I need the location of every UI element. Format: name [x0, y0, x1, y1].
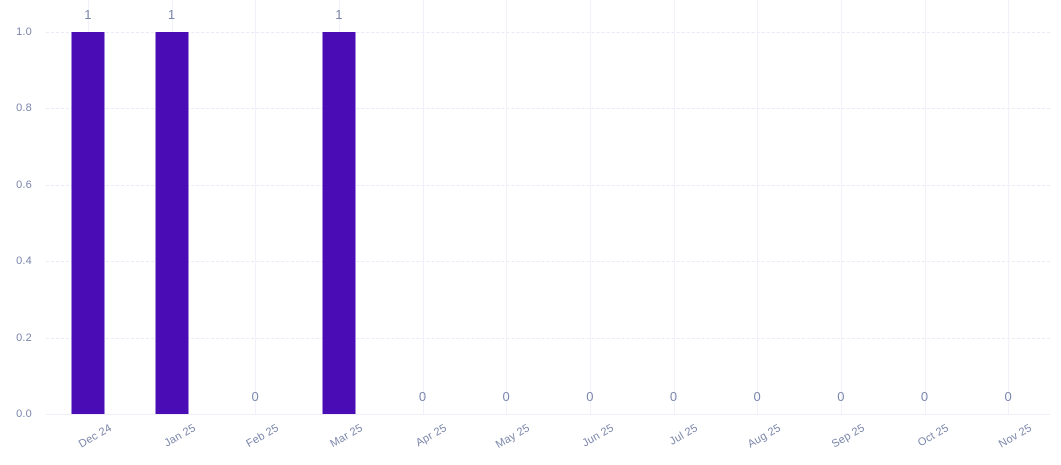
axis-baseline [46, 414, 1050, 415]
vertical-gridline [757, 0, 759, 414]
bar-value-label: 0 [1004, 389, 1012, 404]
vertical-gridline [255, 0, 257, 414]
bar-value-label: 0 [669, 389, 678, 404]
x-axis-tick-label: Jun 25 [580, 422, 616, 450]
bar-value-label: 0 [418, 389, 427, 404]
vertical-gridline [506, 0, 508, 414]
bar-value-label: 0 [837, 389, 845, 404]
bar[interactable] [71, 32, 105, 414]
bar-value-label: 0 [753, 389, 761, 404]
plot-area [46, 0, 1050, 415]
horizontal-gridline [46, 337, 1050, 339]
bar-value-label: 0 [502, 389, 510, 404]
x-axis-tick-label: Feb 25 [244, 422, 282, 451]
bar-value-label: 1 [167, 7, 176, 22]
y-axis-tick-label: 0.2 [16, 331, 32, 344]
vertical-gridline [589, 0, 591, 414]
horizontal-gridline [46, 184, 1050, 186]
x-axis-tick-label: Aug 25 [745, 422, 784, 451]
x-axis-tick-label: Mar 25 [328, 422, 365, 451]
x-axis-tick-label: Jul 25 [667, 422, 700, 448]
bar-value-label: 1 [335, 7, 343, 22]
bar-value-label: 0 [251, 389, 259, 404]
vertical-gridline [422, 0, 424, 414]
vertical-gridline [924, 0, 926, 414]
y-axis-tick-label: 0.8 [16, 102, 32, 115]
vertical-gridline [1008, 0, 1010, 414]
x-axis-tick-label: Jan 25 [161, 422, 198, 450]
x-axis-tick-label: Apr 25 [413, 422, 449, 450]
horizontal-gridline [46, 32, 1050, 33]
horizontal-gridline [46, 108, 1050, 110]
bar[interactable] [322, 32, 356, 414]
x-axis-tick-label: May 25 [493, 422, 533, 452]
y-axis-tick-label: 0.4 [16, 255, 32, 268]
bar-value-label: 0 [586, 389, 594, 404]
bar-value-label: 1 [84, 7, 92, 22]
vertical-gridline [673, 0, 675, 414]
y-axis-tick-label: 0.6 [16, 178, 32, 191]
x-axis-tick-label: Nov 25 [996, 422, 1035, 451]
vertical-gridline [840, 0, 842, 414]
horizontal-gridline [46, 261, 1050, 263]
x-axis-tick-label: Oct 25 [915, 422, 951, 450]
x-axis-tick-label: Sep 25 [829, 422, 867, 451]
bar-value-label: 0 [920, 389, 929, 404]
bar[interactable] [155, 32, 188, 414]
y-axis-tick-label: 1.0 [16, 26, 32, 38]
x-axis-tick-label: Dec 24 [76, 422, 114, 451]
y-axis-tick-label: 0.0 [16, 408, 32, 420]
